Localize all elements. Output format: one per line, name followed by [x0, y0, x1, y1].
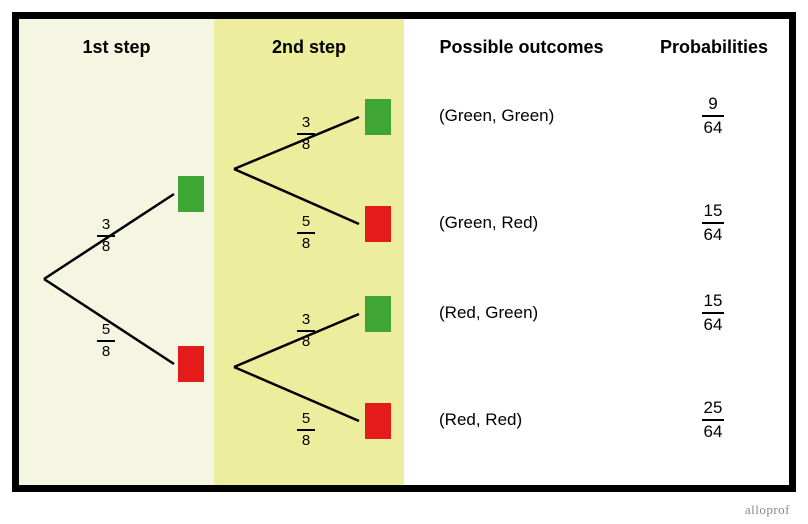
fraction-bar	[702, 419, 724, 421]
diagram-frame: 1st step 2nd step Possible outcomes Prob…	[12, 12, 796, 492]
fraction-denominator: 8	[297, 236, 315, 252]
fraction-numerator: 5	[297, 411, 315, 427]
fraction-denominator: 64	[702, 226, 724, 244]
fraction-bar	[702, 115, 724, 117]
fraction-bar	[702, 222, 724, 224]
fraction-numerator: 15	[702, 202, 724, 220]
fraction-denominator: 64	[702, 119, 724, 137]
probability-fraction-1: 1564	[702, 202, 724, 244]
level2-swatch-3	[365, 403, 391, 439]
fraction-denominator: 8	[297, 137, 315, 153]
fraction-bar	[97, 235, 115, 237]
edge-fraction-l2-1: 58	[297, 214, 315, 252]
fraction-denominator: 64	[702, 316, 724, 334]
fraction-numerator: 3	[297, 312, 315, 328]
tree-svg	[19, 19, 789, 489]
page-root: 1st step 2nd step Possible outcomes Prob…	[0, 0, 808, 524]
fraction-bar	[297, 330, 315, 332]
watermark: alloprof	[745, 502, 790, 518]
fraction-bar	[702, 312, 724, 314]
fraction-denominator: 8	[97, 239, 115, 255]
outcome-label: (Red, Green)	[439, 303, 538, 323]
fraction-denominator: 8	[97, 344, 115, 360]
level1-swatch-1	[178, 346, 204, 382]
fraction-denominator: 64	[702, 423, 724, 441]
edge-fraction-l1-0: 38	[97, 217, 115, 255]
fraction-bar	[97, 340, 115, 342]
fraction-bar	[297, 429, 315, 431]
fraction-numerator: 25	[702, 399, 724, 417]
level2-swatch-1	[365, 206, 391, 242]
outcome-label: (Green, Green)	[439, 106, 554, 126]
fraction-bar	[297, 232, 315, 234]
fraction-numerator: 3	[297, 115, 315, 131]
level2-swatch-0	[365, 99, 391, 135]
fraction-numerator: 15	[702, 292, 724, 310]
level1-swatch-0	[178, 176, 204, 212]
outcome-label: (Red, Red)	[439, 410, 522, 430]
fraction-numerator: 5	[97, 322, 115, 338]
fraction-numerator: 3	[97, 217, 115, 233]
probability-fraction-2: 1564	[702, 292, 724, 334]
fraction-numerator: 9	[702, 95, 724, 113]
outcome-label: (Green, Red)	[439, 213, 538, 233]
edge-fraction-l1-1: 58	[97, 322, 115, 360]
probability-fraction-0: 964	[702, 95, 724, 137]
edge-fraction-l2-2: 38	[297, 312, 315, 350]
fraction-denominator: 8	[297, 433, 315, 449]
level2-swatch-2	[365, 296, 391, 332]
fraction-bar	[297, 133, 315, 135]
edge-fraction-l2-3: 58	[297, 411, 315, 449]
fraction-denominator: 8	[297, 334, 315, 350]
edge-fraction-l2-0: 38	[297, 115, 315, 153]
fraction-numerator: 5	[297, 214, 315, 230]
probability-fraction-3: 2564	[702, 399, 724, 441]
